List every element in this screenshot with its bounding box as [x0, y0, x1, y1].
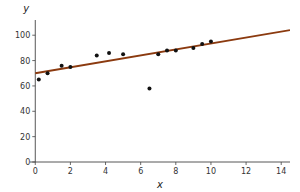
plot-area: [35, 30, 290, 90]
x-tick-label: 10: [206, 167, 216, 176]
scatter-point: [165, 48, 169, 52]
scatter-point: [68, 65, 72, 69]
scatter-point: [37, 78, 41, 82]
x-axis-line: [30, 162, 290, 163]
y-axis-label: y: [22, 3, 30, 14]
y-tick-label: 0: [25, 158, 30, 167]
x-tick-label: 8: [173, 167, 178, 176]
y-axis-line: [35, 20, 36, 162]
x-tick-label: 2: [68, 167, 73, 176]
scatter-point: [121, 52, 125, 56]
y-ticks: 0 20 40 60 80 100: [15, 31, 35, 167]
y-tick-label: 20: [20, 133, 30, 142]
y-tick-label: 100: [15, 31, 30, 40]
x-axis-label: x: [156, 179, 163, 190]
regression-line: [35, 30, 290, 73]
scatter-point: [107, 51, 111, 55]
scatter-point: [95, 54, 99, 58]
x-tick-label: 6: [138, 167, 143, 176]
scatter-point: [147, 86, 151, 90]
x-tick-label: 12: [241, 167, 251, 176]
x-tick-label: 0: [33, 167, 38, 176]
x-tick-label: 14: [276, 167, 286, 176]
scatter-point: [174, 48, 178, 52]
x-ticks: 0 2 4 6 8 10 12 14: [33, 162, 287, 176]
scatter-point: [191, 46, 195, 50]
scatter-point: [200, 42, 204, 46]
scatter-point: [60, 64, 64, 68]
scatter-point: [209, 40, 213, 44]
chart-container: 0 2 4 6 8 10 12 14 0 20 40 60 80 100 x y: [0, 0, 300, 192]
y-tick-label: 60: [20, 82, 30, 91]
scatter-point: [156, 52, 160, 56]
chart: 0 2 4 6 8 10 12 14 0 20 40 60 80 100 x y: [0, 0, 300, 192]
x-tick-label: 4: [103, 167, 108, 176]
y-tick-label: 80: [20, 57, 30, 66]
scatter-point: [46, 71, 50, 75]
y-tick-label: 40: [20, 107, 30, 116]
